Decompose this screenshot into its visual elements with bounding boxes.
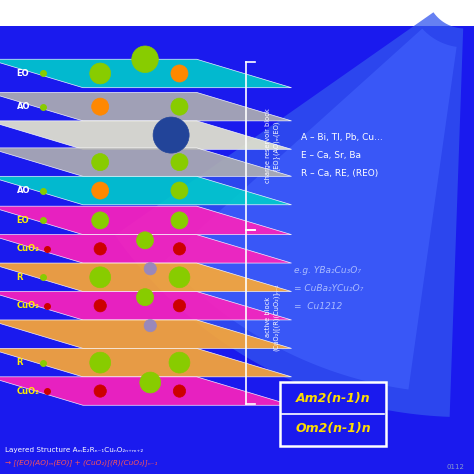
Text: EO: EO (17, 69, 29, 78)
Circle shape (94, 300, 106, 312)
Text: e.g. YBa₂Cu₃O₇: e.g. YBa₂Cu₃O₇ (294, 266, 361, 274)
Text: = CuBa₂YCu₂O₇: = CuBa₂YCu₂O₇ (294, 284, 363, 292)
Text: Layered Structure AₘE₂Rₙ₋₁CuₙO₂ₙ₊ₘ₊₂: Layered Structure AₘE₂Rₙ₋₁CuₙO₂ₙ₊ₘ₊₂ (5, 447, 143, 453)
Circle shape (169, 352, 190, 373)
Circle shape (91, 154, 109, 171)
Circle shape (171, 154, 188, 171)
Text: 0112: 0112 (447, 464, 465, 470)
FancyBboxPatch shape (280, 382, 386, 446)
Text: EO: EO (17, 216, 29, 225)
Text: =  Cu1212: = Cu1212 (294, 302, 342, 310)
Circle shape (171, 98, 188, 115)
Polygon shape (0, 92, 292, 121)
Circle shape (173, 243, 186, 255)
Text: CuO₂: CuO₂ (17, 387, 39, 395)
Text: AO: AO (17, 186, 30, 195)
Circle shape (140, 372, 161, 393)
Circle shape (91, 98, 109, 115)
Circle shape (91, 182, 109, 199)
Circle shape (90, 352, 110, 373)
Text: charge reservoir block
{EO}(AO)ₘ(EO): charge reservoir block {EO}(AO)ₘ(EO) (265, 109, 279, 183)
Text: E – Ca, Sr, Ba: E – Ca, Sr, Ba (301, 151, 361, 160)
Polygon shape (115, 12, 463, 417)
Polygon shape (0, 206, 292, 235)
Circle shape (94, 243, 106, 255)
Circle shape (171, 212, 188, 229)
Circle shape (90, 63, 110, 84)
Text: Om2(n-1)n: Om2(n-1)n (295, 422, 371, 435)
Circle shape (173, 385, 186, 397)
Polygon shape (0, 59, 292, 88)
Circle shape (137, 232, 154, 249)
Circle shape (173, 300, 186, 312)
FancyBboxPatch shape (0, 0, 474, 26)
Circle shape (132, 46, 158, 73)
Text: R – Ca, RE, (REO): R – Ca, RE, (REO) (301, 169, 378, 178)
Text: → [(EO)(AO)ₘ(EO)] + (CuO₂)[(R)(CuO₂)]ₙ₋₁: → [(EO)(AO)ₘ(EO)] + (CuO₂)[(R)(CuO₂)]ₙ₋₁ (5, 459, 157, 465)
Circle shape (144, 263, 156, 275)
Polygon shape (0, 263, 292, 292)
Circle shape (94, 385, 106, 397)
Polygon shape (0, 148, 292, 176)
Polygon shape (0, 377, 292, 405)
Text: R: R (17, 273, 23, 282)
Text: CuO₂: CuO₂ (17, 301, 39, 310)
Text: CuO₂: CuO₂ (17, 245, 39, 253)
Circle shape (144, 319, 156, 332)
Circle shape (137, 289, 154, 306)
Circle shape (169, 267, 190, 288)
Polygon shape (0, 292, 292, 320)
Text: active block
(CuO₂)[(R)(CuO₂)]ₙ₋₁: active block (CuO₂)[(R)(CuO₂)]ₙ₋₁ (265, 283, 279, 351)
Text: Am2(n-1)n: Am2(n-1)n (296, 392, 370, 405)
Circle shape (153, 117, 189, 153)
Text: A – Bi, Tl, Pb, Cu...: A – Bi, Tl, Pb, Cu... (301, 133, 383, 142)
Circle shape (171, 65, 188, 82)
Text: R: R (17, 358, 23, 367)
Circle shape (90, 267, 110, 288)
Circle shape (171, 182, 188, 199)
Polygon shape (165, 28, 456, 390)
Text: AO: AO (17, 102, 30, 111)
Polygon shape (0, 121, 292, 149)
Polygon shape (0, 176, 292, 205)
Circle shape (91, 212, 109, 229)
Polygon shape (0, 348, 292, 377)
Polygon shape (0, 320, 292, 348)
Polygon shape (0, 235, 292, 263)
